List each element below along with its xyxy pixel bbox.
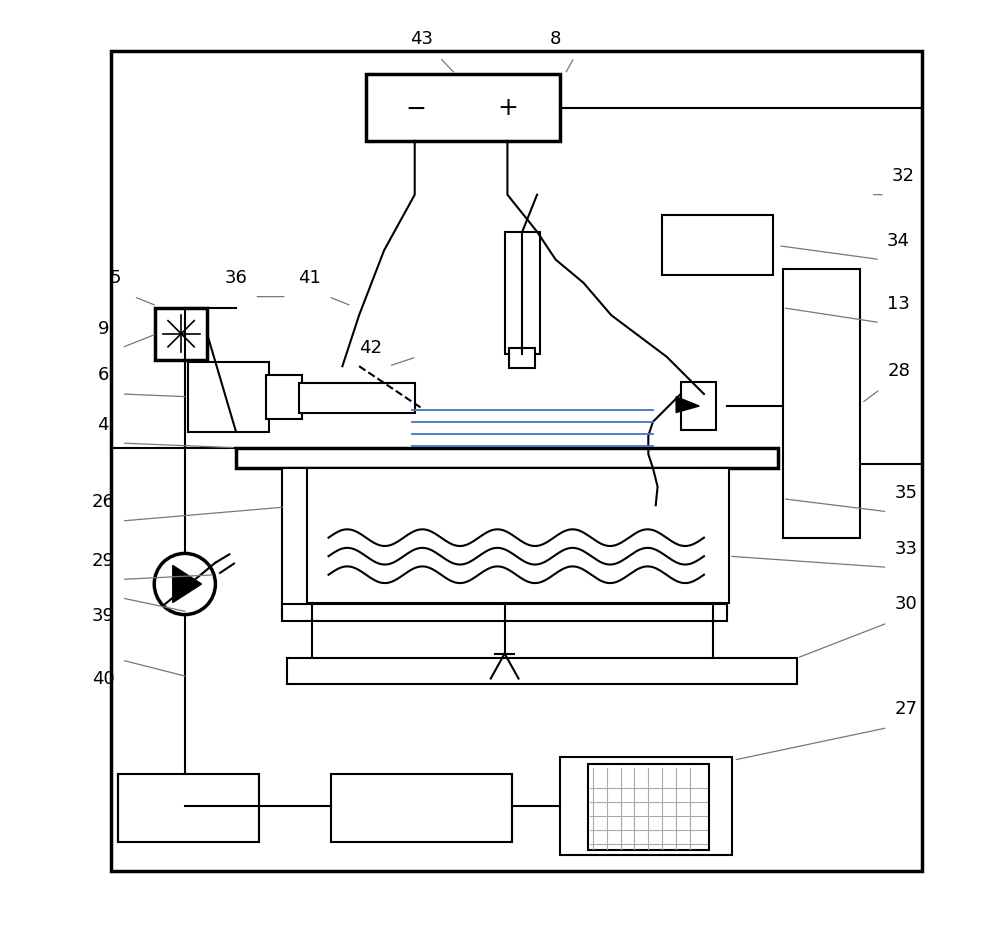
FancyBboxPatch shape: [331, 774, 512, 842]
Text: 43: 43: [410, 30, 433, 48]
Text: 6: 6: [98, 366, 109, 385]
Text: 28: 28: [887, 362, 910, 380]
FancyBboxPatch shape: [783, 269, 860, 538]
FancyBboxPatch shape: [155, 308, 207, 360]
Text: 13: 13: [887, 295, 910, 313]
FancyBboxPatch shape: [188, 362, 269, 432]
FancyBboxPatch shape: [236, 448, 778, 468]
Polygon shape: [676, 397, 699, 413]
Text: 30: 30: [895, 595, 917, 614]
Text: 40: 40: [92, 669, 115, 688]
Text: 29: 29: [92, 552, 115, 570]
FancyBboxPatch shape: [299, 383, 415, 413]
Text: 9: 9: [97, 320, 109, 338]
FancyBboxPatch shape: [505, 232, 540, 354]
Text: $+$: $+$: [497, 95, 518, 120]
Text: 41: 41: [299, 269, 321, 287]
Text: 33: 33: [895, 540, 918, 558]
FancyBboxPatch shape: [560, 757, 732, 855]
Text: 26: 26: [92, 493, 115, 512]
FancyBboxPatch shape: [366, 74, 560, 141]
Text: 4: 4: [97, 415, 109, 434]
FancyBboxPatch shape: [681, 382, 716, 430]
FancyBboxPatch shape: [282, 468, 308, 614]
FancyBboxPatch shape: [588, 764, 709, 850]
Text: 32: 32: [892, 167, 915, 185]
FancyBboxPatch shape: [701, 468, 727, 614]
Text: 8: 8: [550, 30, 561, 48]
FancyBboxPatch shape: [287, 658, 797, 684]
Text: 27: 27: [895, 700, 918, 718]
Text: $-$: $-$: [405, 95, 425, 120]
FancyBboxPatch shape: [509, 348, 535, 368]
Text: 35: 35: [895, 484, 918, 502]
Text: 5: 5: [110, 269, 121, 287]
FancyBboxPatch shape: [282, 604, 727, 621]
Polygon shape: [173, 565, 202, 603]
Text: 42: 42: [359, 338, 382, 357]
Text: 34: 34: [887, 232, 910, 250]
FancyBboxPatch shape: [307, 468, 729, 603]
FancyBboxPatch shape: [662, 215, 773, 275]
Text: 36: 36: [224, 269, 247, 287]
FancyBboxPatch shape: [118, 774, 259, 842]
FancyBboxPatch shape: [266, 375, 302, 419]
Text: 39: 39: [92, 607, 115, 626]
